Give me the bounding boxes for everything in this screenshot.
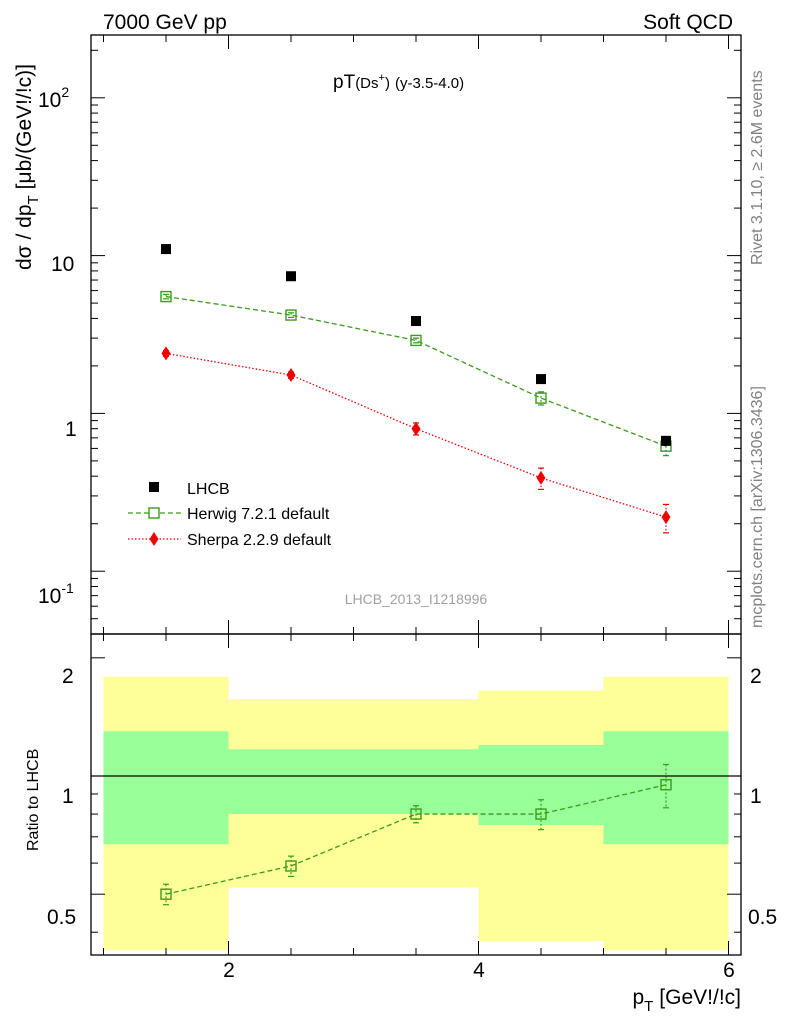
uncertainty-band-green	[353, 749, 479, 815]
y-tick-label-10: 10	[51, 253, 74, 276]
sherpa-point	[411, 421, 421, 436]
main-axis-ticks	[91, 35, 741, 635]
ratio-y-tick-label-right-1: 1	[750, 785, 762, 808]
legend: LHCB Herwig 7.2.1 default Sherpa 2.2.9 d…	[128, 481, 332, 549]
legend-label-sherpa: Sherpa 2.2.9 default	[187, 532, 332, 549]
herwig-ratio-point	[285, 860, 297, 872]
ratio-y-tick-labels-right: 2 1 0.5	[748, 665, 777, 929]
legend-marker-sherpa	[149, 532, 159, 546]
x-tick-label-6: 6	[723, 959, 735, 982]
ratio-y-tick-label-2: 2	[62, 665, 74, 688]
herwig-line	[165, 295, 667, 447]
main-series	[160, 244, 672, 534]
ratio-y-axis-label: Ratio to LHCB	[25, 749, 42, 851]
y-tick-label-0.1: 10-1	[38, 580, 74, 608]
legend-label-lhcb: LHCB	[187, 481, 230, 498]
process-label: Soft QCD	[643, 11, 733, 34]
energy-label: 7000 GeV pp	[103, 11, 227, 34]
uncertainty-band-green	[103, 731, 229, 845]
ratio-x-tick-labels: 2 4 6	[223, 959, 735, 982]
sherpa-point	[536, 470, 546, 485]
ratio-y-tick-label-right-0.5: 0.5	[748, 906, 777, 929]
y-tick-label-1: 1	[65, 418, 77, 441]
herwig-point	[535, 392, 547, 404]
sherpa-point	[161, 346, 171, 361]
herwig-ratio-point	[410, 808, 422, 820]
herwig-point	[410, 334, 422, 347]
ratio-y-tick-label-1: 1	[62, 785, 74, 808]
analysis-watermark: LHCB_2013_I1218996	[345, 591, 488, 607]
herwig-ratio-point	[535, 808, 547, 820]
legend-entry-sherpa: Sherpa 2.2.9 default	[128, 532, 332, 549]
sherpa-point	[286, 368, 296, 383]
ratio-axis-ticks	[91, 634, 741, 955]
herwig-ratio-point	[660, 779, 672, 791]
y-tick-label-100: 102	[38, 84, 69, 112]
uncertainty-band-green	[603, 731, 729, 845]
ratio-y-tick-label-0.5: 0.5	[47, 906, 76, 929]
rivet-label: Rivet 3.1.10, ≥ 2.6M events	[749, 70, 766, 265]
ratio-series	[160, 763, 672, 906]
legend-marker-lhcb	[149, 482, 159, 492]
main-y-axis-label: dσ / dpT[μb/(GeV!/!c)]	[13, 64, 42, 270]
main-y-tick-labels: 102 10 1 10-1	[38, 84, 77, 608]
lhcb-point	[661, 435, 671, 446]
sherpa-point	[661, 510, 671, 525]
x-tick-label-2: 2	[223, 959, 235, 982]
ratio-y-tick-label-right-2: 2	[750, 665, 762, 688]
legend-entry-herwig: Herwig 7.2.1 default	[128, 506, 330, 523]
lhcb-point	[536, 374, 546, 385]
legend-label-herwig: Herwig 7.2.1 default	[187, 506, 330, 523]
herwig-point	[160, 290, 172, 303]
uncertainty-band-green	[228, 749, 354, 815]
lhcb-point	[286, 271, 296, 282]
x-tick-label-4: 4	[473, 959, 485, 982]
legend-marker-herwig	[148, 507, 160, 519]
legend-entry-lhcb: LHCB	[149, 481, 230, 498]
herwig-ratio-point	[160, 888, 172, 900]
uncertainty-band-green	[478, 744, 604, 826]
lhcb-point	[411, 316, 421, 327]
ratio-y-tick-labels-left: 2 1 0.5	[47, 665, 76, 929]
source-label: mcplots.cern.ch [arXiv:1306.3436]	[749, 386, 766, 628]
herwig-point	[285, 309, 297, 321]
panel-title: pT(Ds+) (y-3.5-4.0)	[333, 72, 464, 93]
lhcb-point	[161, 244, 171, 255]
x-axis-label: pT [GeV!/!c]	[632, 986, 741, 1015]
ratio-bands	[103, 676, 729, 951]
